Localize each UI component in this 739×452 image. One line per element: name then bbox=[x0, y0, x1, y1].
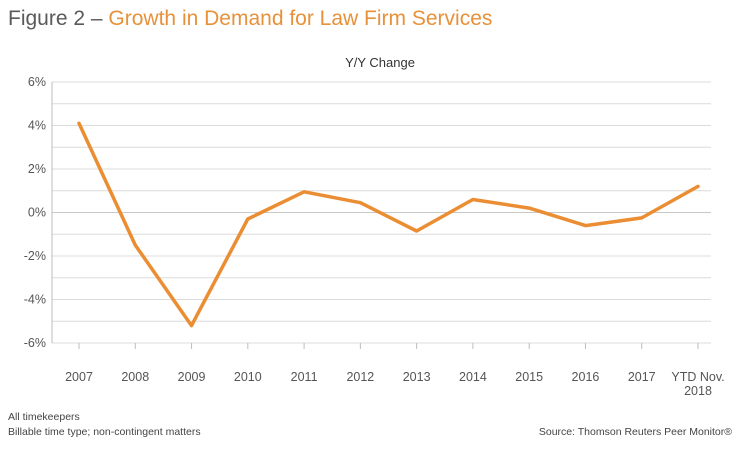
x-axis-ticks: 2007 2008 2009 2010 2011 2012 2013 2014 2015 2016… bbox=[65, 343, 725, 398]
y-tick-label: 0% bbox=[28, 206, 46, 220]
data-point bbox=[190, 324, 194, 328]
y-tick-label: 2% bbox=[28, 162, 46, 176]
data-point bbox=[583, 224, 587, 228]
footnote-billable-type: Billable time type; non-contingent matte… bbox=[8, 426, 201, 438]
data-point bbox=[133, 243, 137, 247]
x-tick-label: YTD Nov. bbox=[671, 370, 724, 384]
x-tick-label: 2016 bbox=[572, 370, 600, 384]
figure-separator: – bbox=[90, 7, 103, 30]
data-point bbox=[415, 229, 419, 233]
y-tick-label: 4% bbox=[28, 119, 46, 133]
x-tick-label: 2008 bbox=[121, 370, 149, 384]
series-layer bbox=[77, 121, 700, 328]
x-tick-label: 2017 bbox=[628, 370, 656, 384]
data-point bbox=[471, 197, 475, 201]
chart-title: Y/Y Change bbox=[345, 55, 415, 70]
y-tick-label: -6% bbox=[24, 336, 46, 350]
data-point bbox=[302, 190, 306, 194]
y-axis-ticks: -6% -4% -2% 0% 2% 4% 6% bbox=[24, 75, 46, 350]
x-tick-label: 2015 bbox=[515, 370, 543, 384]
figure-label: Figure 2 bbox=[8, 7, 86, 30]
data-point bbox=[640, 216, 644, 220]
x-tick-label: 2007 bbox=[65, 370, 93, 384]
data-point bbox=[246, 217, 250, 221]
source-note: Source: Thomson Reuters Peer Monitor® bbox=[538, 426, 732, 438]
y-tick-label: 6% bbox=[28, 75, 46, 89]
x-tick-label: 2010 bbox=[234, 370, 262, 384]
x-tick-label: 2013 bbox=[403, 370, 431, 384]
x-tick-label: 2018 bbox=[684, 384, 712, 398]
figure-title: Growth in Demand for Law Firm Services bbox=[108, 7, 493, 30]
figure-heading: Figure 2 – Growth in Demand for Law Firm… bbox=[8, 7, 492, 31]
x-tick-label: 2012 bbox=[346, 370, 374, 384]
data-point bbox=[77, 121, 81, 125]
y-tick-label: -2% bbox=[24, 249, 46, 263]
footnote-timekeepers: All timekeepers bbox=[8, 411, 80, 423]
data-point bbox=[527, 206, 531, 210]
y-tick-label: -4% bbox=[24, 293, 46, 307]
data-point bbox=[358, 201, 362, 205]
data-point bbox=[696, 184, 700, 188]
x-tick-label: 2009 bbox=[178, 370, 206, 384]
x-tick-label: 2011 bbox=[291, 370, 318, 384]
series-line bbox=[77, 121, 700, 328]
x-tick-label: 2014 bbox=[459, 370, 487, 384]
